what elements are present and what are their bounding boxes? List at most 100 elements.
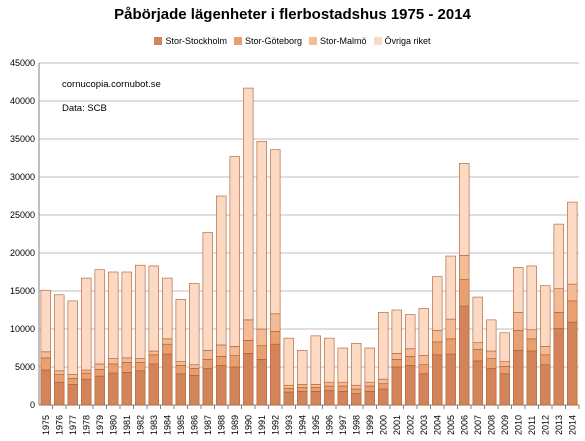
x-tick-label: 1979 [95,415,105,435]
bar-segment-1987-3 [202,232,213,351]
bar-segment-2003-0 [418,373,429,406]
x-tick-label: 1983 [149,415,159,435]
x-tick-label: 1980 [108,415,118,435]
x-tick-label: 2013 [554,415,564,435]
x-tick-label: 2005 [446,415,456,435]
legend-swatch-ovriga-riket [373,37,382,45]
bar-segment-1988-2 [216,344,227,357]
bar-segment-2012-0 [540,364,551,406]
x-tick-label: 1999 [365,415,375,435]
bar-segment-1989-3 [229,156,240,347]
bar-segment-1999-3 [364,347,375,383]
bar-segment-2002-0 [405,365,416,406]
bar-segment-1983-1 [148,354,159,365]
bar-segment-2009-0 [499,373,510,406]
bar-segment-2005-3 [445,255,456,320]
bar-segment-1978-1 [81,372,92,380]
bar-segment-1995-1 [310,387,321,392]
bar-segment-1992-3 [270,149,281,315]
bar-segment-2013-0 [553,327,564,406]
x-tick-label: 1988 [216,415,226,435]
bar-segment-2000-0 [378,388,389,406]
x-tick-label: 1989 [230,415,240,435]
bar-segment-1986-1 [189,368,200,376]
x-tick-label: 2001 [392,415,402,435]
bar-segment-1993-1 [283,387,294,393]
bar-segment-1984-1 [162,343,173,355]
bar-segment-2001-3 [391,309,402,354]
bar-segment-2010-1 [513,330,524,351]
bar-segment-1998-0 [351,393,362,406]
bar-segment-2005-2 [445,318,456,340]
bar-segment-2009-1 [499,365,510,375]
bar-segment-2012-2 [540,346,551,356]
bar-segment-1991-1 [256,345,267,360]
bar-segment-2001-0 [391,366,402,406]
x-tick-label: 1982 [135,415,145,435]
bar-segment-1978-3 [81,277,92,371]
y-tick-label: 40000 [10,96,35,106]
bar-segment-1989-1 [229,355,240,368]
bar-segment-1976-3 [54,294,65,372]
bar-segment-1990-1 [243,340,254,354]
bar-segment-1986-3 [189,283,200,366]
bar-segment-1986-2 [189,364,200,369]
bar-segment-2012-3 [540,285,551,347]
x-tick-label: 1997 [338,415,348,435]
y-tick-label: 10000 [10,324,35,334]
bar-segment-2001-2 [391,353,402,360]
bar-segment-2011-1 [526,338,537,352]
bar-segment-2009-3 [499,332,510,362]
bar-segment-1995-3 [310,335,321,385]
x-tick-label: 1984 [162,415,172,435]
bar-segment-2003-2 [418,355,429,366]
bar-segment-1990-0 [243,353,254,406]
x-tick-label: 1987 [203,415,213,435]
bar-segment-1989-0 [229,366,240,406]
bar-segment-1995-0 [310,391,321,406]
x-tick-label: 1990 [243,415,253,435]
bar-segment-1976-2 [54,370,65,375]
x-tick-label: 2014 [567,415,577,435]
bar-segment-1978-0 [81,378,92,406]
bar-segment-1995-2 [310,384,321,388]
x-tick-label: 1991 [257,415,267,435]
chart-title: Påbörjade lägenheter i flerbostadshus 19… [114,6,471,23]
legend-label-ovriga-riket: Övriga riket [384,36,431,46]
annotation-source-site: cornucopia.cornubot.se [62,79,161,90]
bar-segment-1985-1 [175,365,186,375]
bar-segment-2013-2 [553,288,564,313]
bar-segment-1999-2 [364,381,375,387]
bar-segment-1992-1 [270,330,281,345]
x-tick-label: 2008 [486,415,496,435]
bar-segment-1990-3 [243,87,254,321]
legend-label-stor-goteborg: Stor-Göteborg [244,36,303,46]
bar-segment-1992-0 [270,343,281,406]
bar-segment-1998-2 [351,384,362,390]
bar-segment-1979-2 [94,363,105,370]
bar-segment-1979-0 [94,375,105,406]
legend-label-stor-stockholm: Stor-Stockholm [165,36,227,46]
bar-segment-1977-3 [67,300,78,375]
bar-segment-1982-0 [135,370,146,406]
bar-segment-2004-2 [432,330,443,343]
x-tick-label: 1995 [311,415,321,435]
x-tick-label: 1975 [41,415,51,435]
bar-segment-2010-2 [513,311,524,331]
bar-segment-2006-3 [459,163,470,256]
bar-segment-1996-2 [324,381,335,387]
y-tick-label: 15000 [10,286,35,296]
bar-segment-1991-0 [256,359,267,406]
bar-segment-2006-2 [459,254,470,280]
bar-segment-1993-0 [283,391,294,406]
x-tick-label: 1977 [68,415,78,435]
bar-segment-1981-3 [121,271,132,359]
bar-segment-1985-2 [175,361,186,366]
bar-segment-1984-0 [162,353,173,406]
x-tick-label: 2003 [419,415,429,435]
bar-segment-2008-2 [486,350,497,359]
bar-segment-1977-0 [67,384,78,406]
bar-segment-2000-1 [378,383,389,390]
bar-segment-1987-2 [202,349,213,360]
